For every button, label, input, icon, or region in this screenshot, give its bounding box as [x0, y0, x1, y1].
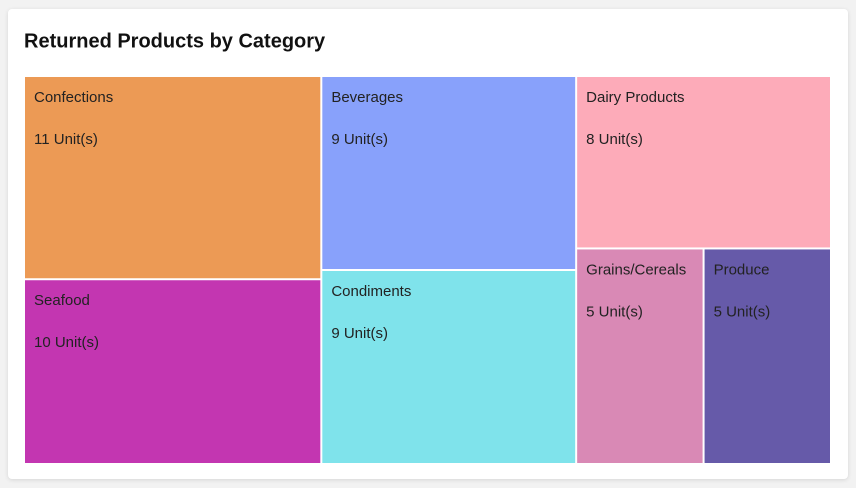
- cell-label: Seafood: [34, 292, 90, 309]
- cell-label: Condiments: [331, 283, 411, 300]
- cell-value-label: 8 Unit(s): [586, 131, 643, 148]
- cell-label: Produce: [714, 261, 770, 278]
- cell-label: Grains/Cereals: [586, 261, 686, 278]
- cell-label: Dairy Products: [586, 89, 684, 106]
- cell-value-label: 5 Unit(s): [714, 303, 771, 320]
- treemap-cell: [25, 77, 321, 279]
- treemap-cell: [322, 77, 576, 269]
- treemap-cell: [577, 77, 830, 248]
- cell-value-label: 9 Unit(s): [331, 131, 388, 148]
- cell-value-label: 5 Unit(s): [586, 303, 643, 320]
- treemap-cell: [322, 271, 576, 463]
- chart-title: Returned Products by Category: [24, 30, 326, 52]
- cell-value-label: 9 Unit(s): [331, 325, 388, 342]
- cell-label: Beverages: [331, 89, 403, 106]
- cell-value-label: 10 Unit(s): [34, 334, 99, 351]
- cell-label: Confections: [34, 89, 113, 106]
- treemap-cell: [704, 249, 830, 463]
- treemap-cell: [577, 249, 703, 463]
- treemap-cell: [25, 280, 321, 463]
- cell-value-label: 11 Unit(s): [34, 131, 98, 148]
